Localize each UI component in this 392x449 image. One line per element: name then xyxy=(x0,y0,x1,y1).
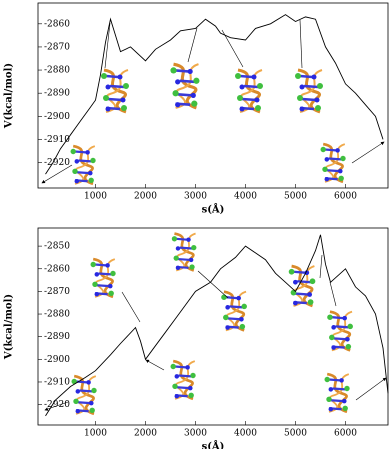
y-tick-label: -2910 xyxy=(44,135,70,145)
y-tick-label: -2880 xyxy=(44,310,70,320)
y-axis-label: V(kcal/mol) xyxy=(4,63,15,129)
x-axis-label: s(Å) xyxy=(202,204,225,216)
plot-frame xyxy=(37,227,389,426)
x-tick-label: 6000 xyxy=(334,192,357,202)
x-tick-label: 6000 xyxy=(334,429,357,439)
x-tick-label: 5000 xyxy=(284,429,307,439)
chart-panel: 1000 2000 3000 4000 5000 6000 -2850 -2860 -2870 -… xyxy=(4,227,389,449)
x-tick-label: 3000 xyxy=(184,192,207,202)
y-tick-label: -2870 xyxy=(44,42,70,52)
x-tick-label: 5000 xyxy=(284,192,307,202)
y-tick-label: -2860 xyxy=(44,19,70,29)
energy-line xyxy=(45,234,389,417)
x-tick-label: 4000 xyxy=(234,429,257,439)
y-tick-label: -2860 xyxy=(44,264,70,274)
x-tick-label: 2000 xyxy=(134,429,157,439)
y-tick-label: -2850 xyxy=(44,242,70,252)
y-tick-label: -2920 xyxy=(44,158,70,168)
x-tick-label: 3000 xyxy=(184,429,207,439)
x-tick-label: 1000 xyxy=(84,192,107,202)
y-tick-label: -2900 xyxy=(44,112,70,122)
y-tick-label: -2870 xyxy=(44,287,70,297)
energy-line xyxy=(45,14,384,175)
x-tick-label: 2000 xyxy=(134,192,157,202)
x-tick-label: 4000 xyxy=(234,192,257,202)
x-axis-label: s(Å) xyxy=(202,441,225,449)
y-tick-label: -2920 xyxy=(44,400,70,410)
y-tick-label: -2900 xyxy=(44,355,70,365)
plot-frame xyxy=(37,2,389,189)
y-tick-label: -2890 xyxy=(44,332,70,342)
y-axis-label: V(kcal/mol) xyxy=(4,294,15,360)
chart-panel: 1000 2000 3000 4000 5000 6000 -2860 -2870 -2880 -… xyxy=(4,2,389,216)
y-tick-label: -2890 xyxy=(44,89,70,99)
molecule-images xyxy=(69,62,355,416)
y-tick-label: -2880 xyxy=(44,66,70,76)
x-tick-label: 1000 xyxy=(84,429,107,439)
pointer-lines xyxy=(41,19,387,411)
y-tick-label: -2910 xyxy=(44,377,70,387)
